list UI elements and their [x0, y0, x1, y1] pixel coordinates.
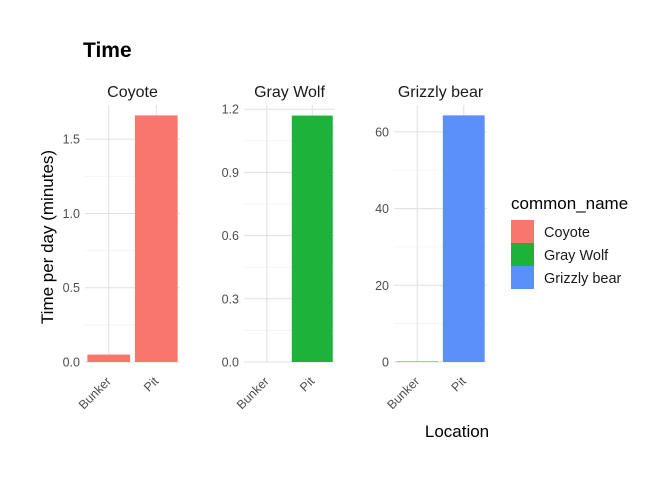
legend-label: Grizzly bear [544, 271, 622, 287]
legend-label: Coyote [544, 225, 590, 241]
legend-item-gray-wolf: Gray Wolf [511, 243, 609, 266]
y-tick-label: 0.3 [222, 292, 239, 306]
bar-gray-wolf-pit [291, 115, 333, 363]
y-tick-label: 0.0 [222, 356, 239, 370]
legend-key [511, 266, 534, 289]
y-tick-label: 1.0 [63, 207, 80, 221]
bar-grizzly-bear-pit [442, 115, 485, 362]
legend-item-grizzly-bear: Grizzly bear [511, 266, 622, 289]
bar-coyote-bunker [87, 354, 131, 362]
y-tick-label: 1.2 [222, 103, 239, 117]
y-tick-label: 1.5 [63, 133, 80, 147]
x-tick-label: Bunker [234, 374, 272, 412]
x-tick-label: Bunker [384, 374, 422, 412]
facet-coyote: 0.0 0.5 1.0 1.5 Bunker Pit Coyote [63, 84, 180, 412]
facet-grizzly-bear: 0 20 40 60 Bunker Pit Grizzly bear [375, 84, 487, 412]
y-tick-label: 20 [375, 279, 389, 293]
x-tick-label: Pit [449, 374, 470, 395]
y-tick-label: 0.6 [222, 229, 239, 243]
facet-gray-wolf: 0.0 0.3 0.6 0.9 1.2 Bunker Pit Gray Wolf [222, 84, 335, 412]
legend-key [511, 220, 534, 243]
y-tick-label: 0.0 [63, 356, 80, 370]
bar-coyote-pit [134, 115, 178, 363]
chart-title: Time [83, 39, 132, 62]
y-tick-label: 40 [375, 202, 389, 216]
legend-label: Gray Wolf [544, 248, 609, 264]
x-tick-label: Bunker [76, 374, 114, 412]
y-tick-label: 0.5 [63, 281, 80, 295]
legend: common_name Coyote Gray Wolf Grizzly bear [511, 194, 628, 289]
y-tick-label: 0.9 [222, 166, 239, 180]
x-axis-title: Location [425, 422, 489, 441]
facet-strip-label: Gray Wolf [254, 84, 325, 101]
x-tick-label: Pit [141, 374, 162, 395]
facet-strip-label: Grizzly bear [398, 84, 484, 101]
y-axis-title: Time per day (minutes) [38, 150, 57, 324]
x-tick-label: Pit [297, 374, 318, 395]
legend-key [511, 243, 534, 266]
bar-grizzly-bear-bunker [396, 361, 439, 362]
facet-panels: 0.0 0.5 1.0 1.5 Bunker Pit Coyote 0.0 0.3 0.6 0.9 1… [63, 84, 487, 412]
legend-item-coyote: Coyote [511, 220, 590, 243]
y-tick-label: 60 [375, 125, 389, 139]
legend-items: Coyote Gray Wolf Grizzly bear [511, 220, 622, 289]
legend-title: common_name [511, 194, 628, 213]
facet-strip-label: Coyote [107, 84, 158, 101]
y-tick-label: 0 [382, 356, 389, 370]
